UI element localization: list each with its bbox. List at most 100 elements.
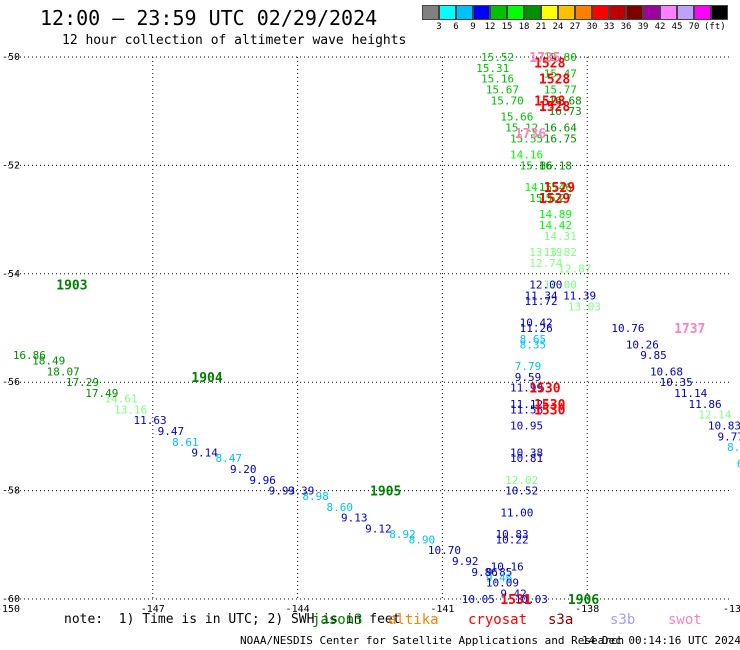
wave-height-label: 12.00 (529, 279, 562, 292)
wave-height-label: 10.03 (515, 593, 548, 606)
wave-height-label: 16.18 (539, 159, 572, 172)
wave-height-label: 10.76 (611, 322, 644, 335)
y-tick-label: -54 (2, 269, 20, 280)
wave-height-label: 12.02 (505, 474, 538, 487)
wave-height-label: 9.42 (500, 588, 527, 601)
color-scale-label: 39 (637, 22, 649, 32)
wave-height-label: 10.68 (650, 365, 683, 378)
wave-height-label: 10.22 (495, 533, 528, 546)
wave-height-label: 16.64 (544, 121, 577, 134)
wave-height-label: 10.16 (491, 560, 524, 573)
wave-height-label: 9.96 (249, 474, 275, 487)
wave-height-label: 11.39 (563, 289, 596, 302)
color-scale-swatch (694, 5, 711, 20)
wave-height-label: 15.52 (481, 51, 514, 64)
wave-height-label: 9.14 (191, 447, 218, 460)
wave-height-label: 14.42 (539, 219, 572, 232)
wave-height-label: 10.09 (486, 577, 519, 590)
satellite-legend-item: s3a (548, 612, 574, 628)
wave-height-label: 16.86 (13, 349, 46, 362)
wave-height-label: 14.89 (539, 208, 572, 221)
chart-title: 12:00 — 23:59 UTC 02/29/2024 (40, 6, 378, 30)
color-scale-swatch (575, 5, 592, 20)
wave-height-label: 13.19 (529, 246, 562, 259)
color-scale-label: 70 (688, 22, 700, 32)
color-scale-swatch (609, 5, 626, 20)
wave-height-label: 11.56 (510, 403, 543, 416)
x-tick-label: -147 (141, 604, 165, 615)
wave-height-label: 15.67 (486, 84, 519, 97)
wave-height-label: 8.60 (327, 501, 354, 514)
wave-height-label: 10.83 (708, 420, 740, 433)
pass-time-label: 1906 (568, 593, 599, 608)
wave-height-label: 9.85 (640, 349, 667, 362)
color-scale-swatch (422, 5, 439, 20)
pass-time-label: 1736 (515, 127, 546, 142)
color-scale-label: 45 (671, 22, 683, 32)
color-scale-label: 21 (535, 22, 547, 32)
wave-height-label: 9.47 (158, 425, 185, 438)
wave-height-label: 8.92 (389, 528, 416, 541)
wave-height-label: 15.53 (529, 192, 562, 205)
wave-height-label: 10.05 (462, 593, 495, 606)
color-scale-label: 18 (518, 22, 530, 32)
x-tick-label: -150 (0, 604, 20, 615)
wave-height-label: 13.16 (114, 403, 147, 416)
color-scale-swatch (558, 5, 575, 20)
wave-height-label: 12.87 (558, 262, 591, 275)
pass-time-label: 1903 (56, 279, 87, 294)
wave-height-label: 8.90 (409, 533, 436, 546)
color-scale-swatch (677, 5, 694, 20)
pass-time-label: 1905 (370, 485, 401, 500)
wave-height-label: 11.26 (520, 322, 553, 335)
color-scale-label: 33 (603, 22, 615, 32)
wave-height-label: 9.77 (718, 430, 740, 443)
wave-height-label: 10.52 (505, 485, 538, 498)
pass-time-label: 1735 (529, 51, 560, 66)
color-scale-label: 6 (453, 22, 459, 32)
pass-time-label: 1530 (534, 403, 565, 418)
wave-height-label: 10.26 (626, 338, 659, 351)
color-scale-swatch (490, 5, 507, 20)
wave-height-label: 11.14 (674, 387, 707, 400)
pass-time-label: 1529 (539, 192, 570, 207)
y-tick-label: -56 (2, 377, 20, 388)
x-tick-label: -141 (430, 604, 454, 615)
wave-height-label: 9.12 (365, 523, 392, 536)
wave-height-label: 15.46 (539, 181, 572, 194)
wave-height-label: 15.31 (476, 62, 509, 75)
y-tick-label: -52 (2, 160, 20, 171)
wave-height-label: 14.31 (544, 230, 577, 243)
wave-height-label: 10.35 (660, 376, 693, 389)
wave-height-label: 18.07 (47, 365, 80, 378)
satellite-legend-item: jason3 (312, 612, 363, 628)
y-tick-label: -58 (2, 486, 20, 497)
wave-height-label: 12.14 (698, 409, 731, 422)
color-scale-label: 27 (569, 22, 581, 32)
wave-height-label: 15.80 (544, 51, 577, 64)
wave-height-label: 15.12 (505, 121, 538, 134)
wave-height-label: 16.75 (544, 132, 577, 145)
wave-height-label: 9.20 (230, 463, 257, 476)
wave-height-label: 8.35 (520, 338, 547, 351)
color-scale-label: 42 (654, 22, 666, 32)
chart-subtitle: 12 hour collection of altimeter wave hei… (62, 33, 407, 48)
color-scale-swatch (660, 5, 677, 20)
color-scale-swatch (592, 5, 609, 20)
color-scale-label: 30 (586, 22, 598, 32)
color-scale-label: 24 (552, 22, 564, 32)
wave-height-label: 8.61 (172, 436, 199, 449)
wave-height-label: 8.65 (520, 333, 547, 346)
wave-height-label: 15.86 (520, 159, 553, 172)
pass-time-label: 1528 (539, 73, 570, 88)
wave-height-label: 8.98 (302, 490, 329, 503)
wave-height-label: 10.38 (510, 447, 543, 460)
wave-height-label: 11.12 (510, 398, 543, 411)
pass-time-label: 1529 (544, 181, 575, 196)
y-tick-label: -50 (2, 52, 20, 63)
wave-height-label: 16.68 (549, 94, 582, 107)
wave-height-label: 11.00 (500, 506, 533, 519)
wave-height-label: 8.47 (216, 452, 243, 465)
wave-height-label: 14.61 (105, 392, 138, 405)
